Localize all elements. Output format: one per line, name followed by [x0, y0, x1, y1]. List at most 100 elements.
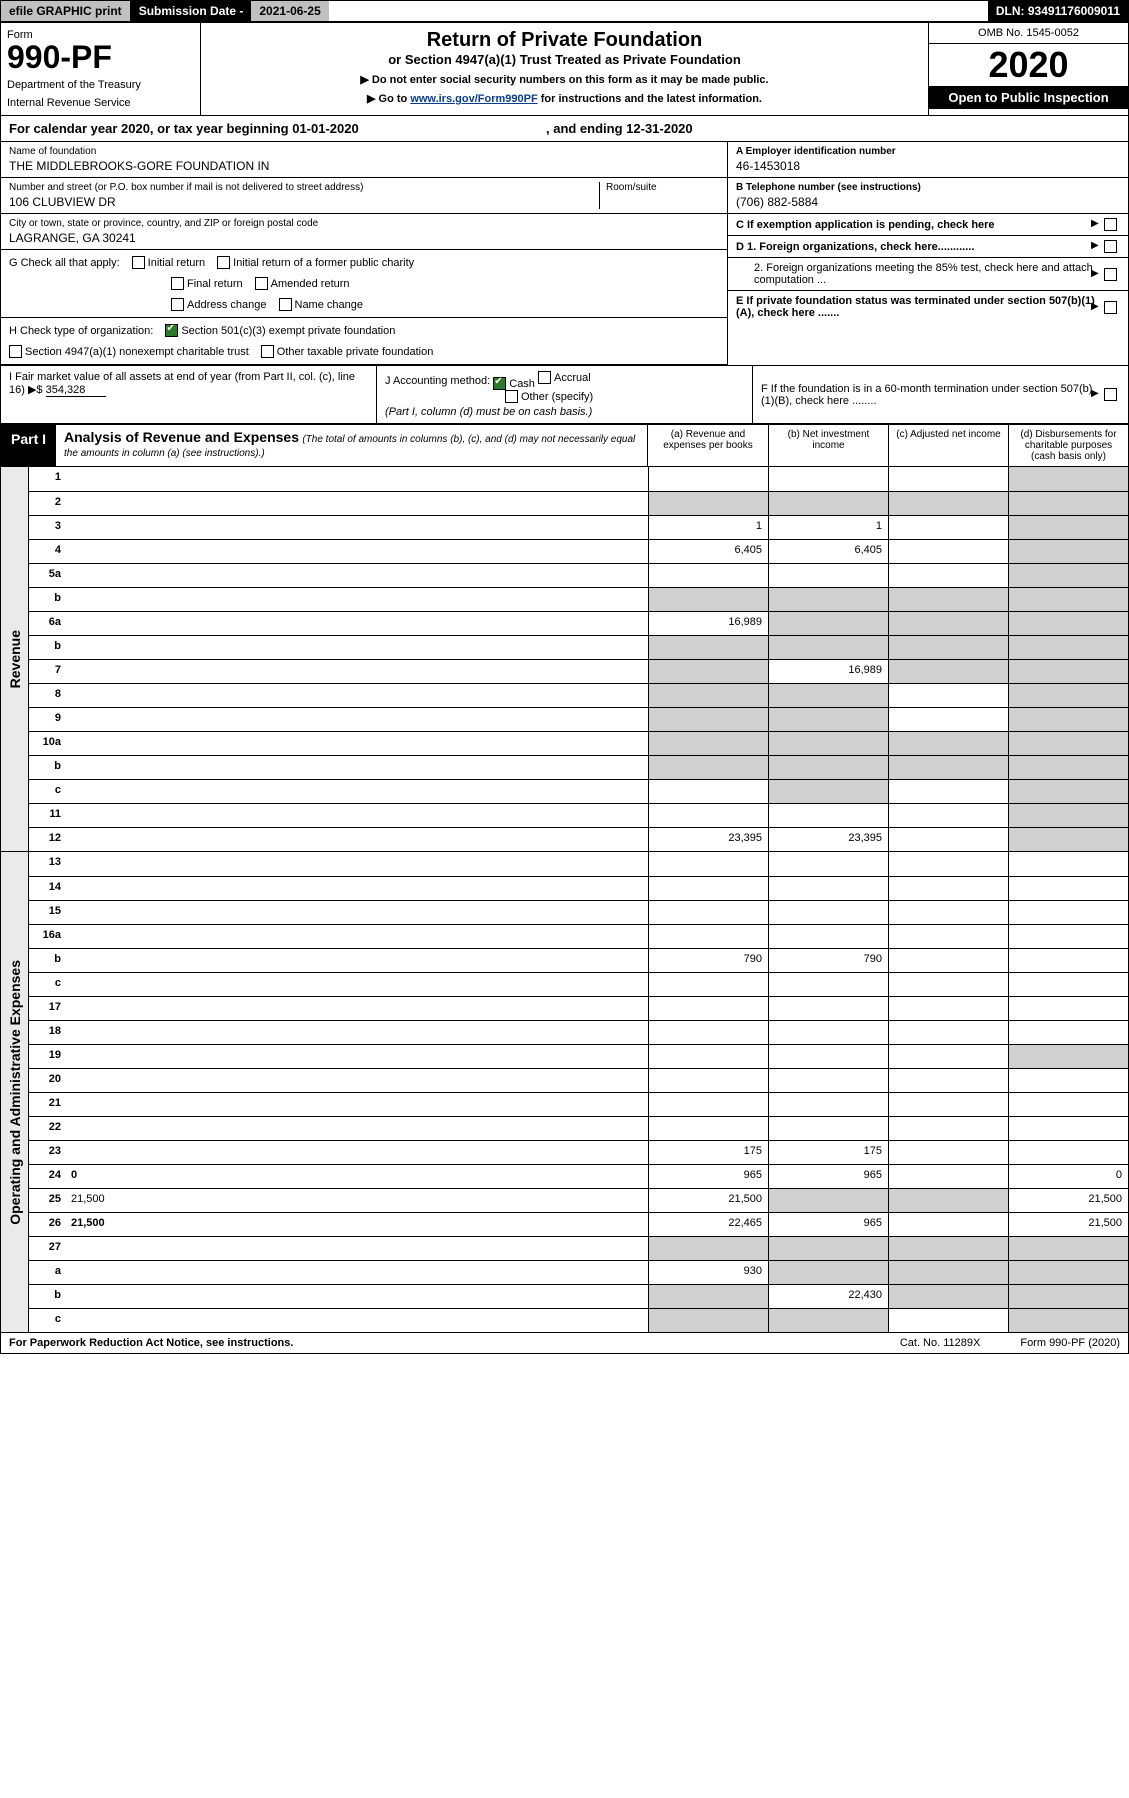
line-cols: 930	[648, 1261, 1128, 1284]
col-d	[1008, 973, 1128, 996]
chk-initial-former[interactable]: Initial return of a former public charit…	[217, 256, 414, 269]
col-b	[768, 1045, 888, 1068]
col-a: 930	[648, 1261, 768, 1284]
chk-cash[interactable]: Cash	[493, 377, 535, 390]
chk-other-taxable[interactable]: Other taxable private foundation	[261, 345, 434, 358]
chk-accrual[interactable]: Accrual	[538, 371, 591, 384]
chk-name-change[interactable]: Name change	[279, 298, 364, 311]
line-description	[65, 1069, 648, 1092]
col-a	[648, 1045, 768, 1068]
room-label: Room/suite	[606, 182, 719, 193]
line-row: b22,430	[29, 1284, 1128, 1308]
col-a	[648, 925, 768, 948]
col-c	[888, 1165, 1008, 1188]
col-a: 16,989	[648, 612, 768, 635]
chk-other-method[interactable]: Other (specify)	[505, 390, 593, 403]
d2-cell: 2. Foreign organizations meeting the 85%…	[728, 258, 1128, 291]
c-checkbox[interactable]	[1104, 218, 1117, 231]
col-a: 1	[648, 516, 768, 539]
d2-checkbox[interactable]	[1104, 268, 1117, 281]
line-description	[65, 1237, 648, 1260]
col-a	[648, 564, 768, 587]
line-number: 12	[29, 828, 65, 851]
col-a	[648, 588, 768, 611]
line-cols	[648, 901, 1128, 924]
section-side-label: Revenue	[1, 467, 29, 851]
calendar-year-row: For calendar year 2020, or tax year begi…	[1, 116, 1128, 142]
col-d	[1008, 708, 1128, 731]
col-d	[1008, 997, 1128, 1020]
f-checkbox[interactable]	[1104, 388, 1117, 401]
line-cols: 16,989	[648, 660, 1128, 683]
col-c	[888, 973, 1008, 996]
c-cell: C If exemption application is pending, c…	[728, 214, 1128, 236]
col-c	[888, 660, 1008, 683]
line-description	[65, 1261, 648, 1284]
col-a: 23,395	[648, 828, 768, 851]
d1-label: D 1. Foreign organizations, check here..…	[736, 241, 1101, 253]
line-number: 19	[29, 1045, 65, 1068]
f-label: F If the foundation is in a 60-month ter…	[761, 383, 1101, 407]
j-label: J Accounting method:	[385, 375, 490, 387]
chk-4947[interactable]: Section 4947(a)(1) nonexempt charitable …	[9, 345, 249, 358]
col-c	[888, 1141, 1008, 1164]
col-c	[888, 732, 1008, 755]
col-b	[768, 708, 888, 731]
line-number: 27	[29, 1237, 65, 1260]
line-cols	[648, 1237, 1128, 1260]
line-row: 17	[29, 996, 1128, 1020]
info-left: Name of foundation THE MIDDLEBROOKS-GORE…	[1, 142, 728, 365]
line-description	[65, 852, 648, 876]
line-description	[65, 949, 648, 972]
col-a	[648, 492, 768, 515]
e-checkbox[interactable]	[1104, 301, 1117, 314]
col-a: 21,500	[648, 1189, 768, 1212]
irs-link[interactable]: www.irs.gov/Form990PF	[410, 93, 537, 105]
col-d	[1008, 949, 1128, 972]
line-number: 8	[29, 684, 65, 707]
open-public-badge: Open to Public Inspection	[929, 86, 1128, 109]
col-a	[648, 1237, 768, 1260]
line-row: 15	[29, 900, 1128, 924]
form-title: Return of Private Foundation	[207, 29, 922, 52]
name-cell: Name of foundation THE MIDDLEBROOKS-GORE…	[1, 142, 727, 178]
col-b: 6,405	[768, 540, 888, 563]
col-b	[768, 732, 888, 755]
line-description	[65, 973, 648, 996]
col-d	[1008, 660, 1128, 683]
chk-501c3[interactable]: Section 501(c)(3) exempt private foundat…	[165, 324, 395, 337]
line-description	[65, 756, 648, 779]
d1-checkbox[interactable]	[1104, 240, 1117, 253]
col-c	[888, 828, 1008, 851]
line-cols	[648, 852, 1128, 876]
line-row: b	[29, 755, 1128, 779]
chk-address-change[interactable]: Address change	[171, 298, 267, 311]
line-row: b790790	[29, 948, 1128, 972]
chk-amended[interactable]: Amended return	[255, 277, 350, 290]
col-c	[888, 636, 1008, 659]
line-number: a	[29, 1261, 65, 1284]
line-description	[65, 1045, 648, 1068]
h-check-row: H Check type of organization: Section 50…	[1, 318, 727, 365]
line-cols	[648, 1069, 1128, 1092]
col-d	[1008, 756, 1128, 779]
line-row: 11	[29, 803, 1128, 827]
line-number: 9	[29, 708, 65, 731]
col-a	[648, 636, 768, 659]
phone-value: (706) 882-5884	[736, 195, 818, 209]
chk-final-return[interactable]: Final return	[171, 277, 243, 290]
col-d	[1008, 588, 1128, 611]
line-description	[65, 877, 648, 900]
col-b	[768, 1021, 888, 1044]
line-description	[65, 828, 648, 851]
col-a	[648, 877, 768, 900]
efile-print-button[interactable]: efile GRAPHIC print	[1, 1, 131, 21]
col-c	[888, 564, 1008, 587]
city-label: City or town, state or province, country…	[9, 218, 719, 229]
chk-initial-return[interactable]: Initial return	[132, 256, 205, 269]
col-c	[888, 1237, 1008, 1260]
col-a: 965	[648, 1165, 768, 1188]
line-number: 6a	[29, 612, 65, 635]
col-b	[768, 684, 888, 707]
col-d	[1008, 1285, 1128, 1308]
